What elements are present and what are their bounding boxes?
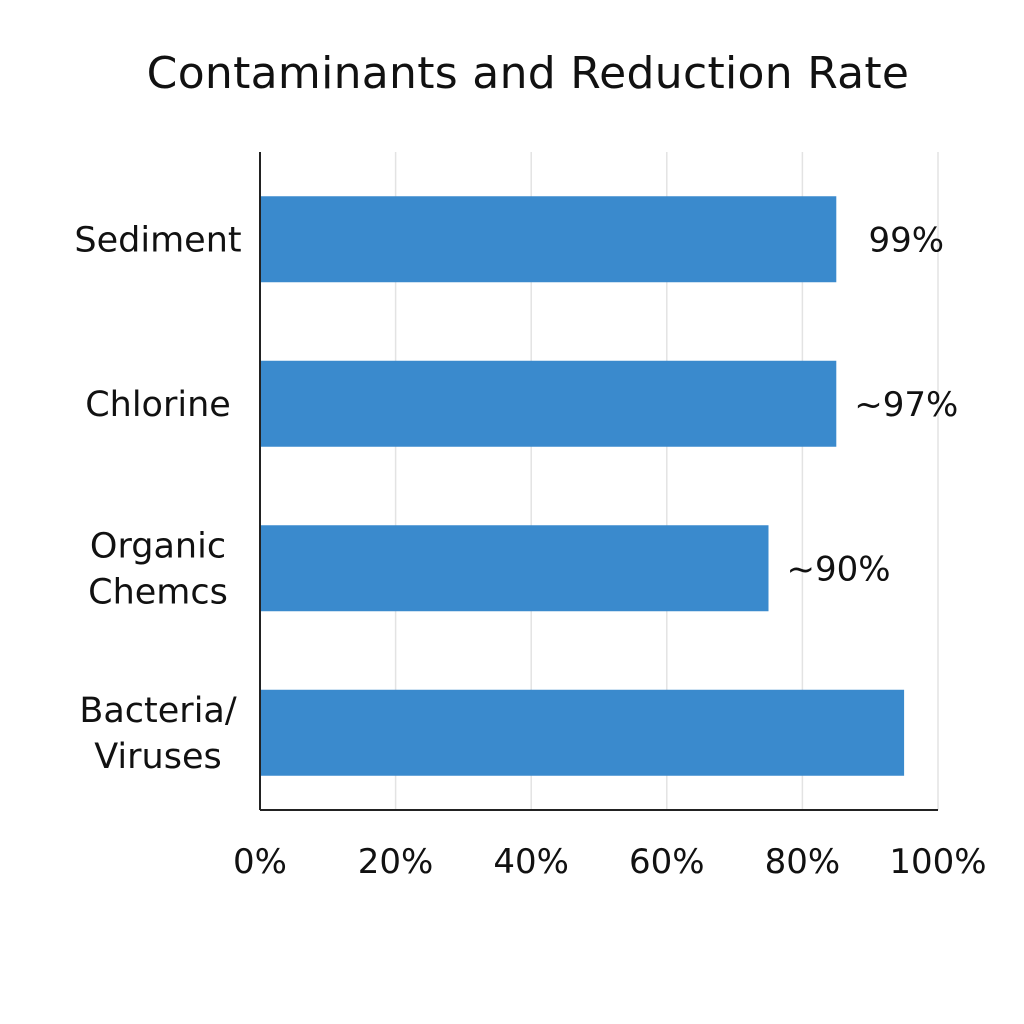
category-label: Chemcs bbox=[88, 572, 228, 612]
x-tick-label: 20% bbox=[358, 842, 434, 882]
category-label: Organic bbox=[90, 526, 226, 566]
data-label: ~97% bbox=[854, 385, 958, 425]
x-tick-label: 40% bbox=[493, 842, 569, 882]
category-label: Sediment bbox=[74, 220, 241, 260]
category-label: Chlorine bbox=[85, 385, 231, 425]
bar bbox=[261, 360, 837, 447]
bar bbox=[261, 525, 769, 612]
x-tick-label: 60% bbox=[629, 842, 705, 882]
x-tick-label: 0% bbox=[233, 842, 287, 882]
data-label: 99% bbox=[869, 220, 945, 260]
data-label: ~90% bbox=[786, 549, 890, 589]
bar bbox=[261, 689, 905, 776]
category-label: Bacteria/ bbox=[79, 691, 237, 731]
category-label: Viruses bbox=[94, 737, 221, 777]
chart-title: Contaminants and Reduction Rate bbox=[146, 48, 910, 99]
x-tick-label: 100% bbox=[889, 842, 986, 882]
bar bbox=[261, 196, 837, 283]
x-tick-label: 80% bbox=[765, 842, 841, 882]
